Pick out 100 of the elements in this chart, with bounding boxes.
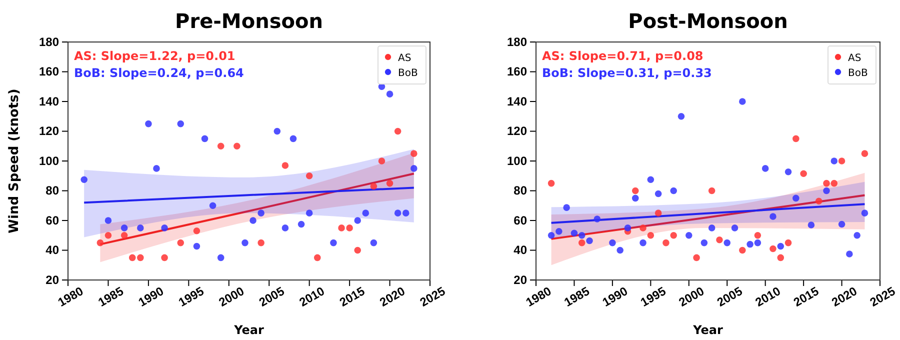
point	[777, 242, 784, 250]
point	[578, 239, 586, 246]
y-tick-label: 60	[46, 213, 60, 228]
y-axis-title: Wind Speed (knots)	[7, 88, 22, 234]
x-tick-label: 2020	[377, 284, 408, 310]
point	[80, 176, 88, 183]
x-tick-label: 2015	[337, 284, 368, 310]
point	[823, 187, 830, 194]
y-tick-label: 40	[514, 243, 528, 258]
point	[137, 254, 144, 262]
y-tick-label: 140	[506, 94, 528, 108]
x-tick-label: 2025	[868, 284, 898, 310]
point	[570, 230, 578, 237]
point	[861, 210, 868, 216]
point	[647, 232, 654, 239]
point	[686, 232, 692, 239]
x-tick-label: 1990	[600, 284, 630, 310]
point	[338, 224, 345, 232]
point	[700, 239, 708, 246]
point	[815, 198, 822, 205]
x-tick-label: 2000	[216, 284, 247, 310]
y-tick-label: 40	[46, 243, 60, 258]
point	[784, 239, 792, 246]
point	[137, 224, 144, 232]
x-tick-label: 1990	[136, 284, 166, 310]
x-tick-label: 1985	[96, 284, 126, 310]
point	[823, 180, 830, 187]
point	[861, 150, 868, 157]
point	[632, 187, 639, 194]
point	[120, 224, 128, 232]
x-tick-label: 2015	[791, 284, 822, 310]
point	[217, 142, 224, 150]
point	[346, 224, 353, 232]
point	[242, 239, 248, 246]
x-tick-label: 2010	[752, 284, 784, 310]
point	[209, 202, 216, 210]
point	[739, 98, 746, 105]
annotation: BoB: Slope=0.24, p=0.64	[74, 66, 244, 80]
point	[104, 232, 112, 239]
legend-label: BoB	[398, 68, 418, 79]
point	[777, 254, 784, 262]
point	[306, 172, 313, 180]
point	[647, 176, 654, 183]
point	[746, 240, 754, 248]
x-axis-title: Year	[692, 323, 723, 337]
point	[708, 224, 716, 232]
point	[120, 232, 128, 239]
point	[632, 194, 639, 202]
point	[217, 254, 224, 262]
point	[609, 239, 616, 246]
x-tick-label: 2005	[714, 284, 746, 310]
point	[177, 239, 184, 246]
legend-label: AS	[848, 53, 862, 64]
point	[386, 180, 394, 187]
point	[193, 242, 200, 250]
y-tick-label: 60	[514, 213, 528, 228]
annotation: BoB: Slope=0.31, p=0.33	[542, 66, 712, 80]
point	[177, 120, 184, 128]
point	[624, 224, 632, 232]
point	[716, 236, 723, 244]
point	[616, 246, 624, 254]
x-tick-label: 1995	[176, 284, 207, 310]
point	[394, 210, 402, 216]
point	[298, 220, 305, 228]
point	[578, 232, 586, 239]
point	[410, 150, 418, 157]
annotation: AS: Slope=0.71, p=0.08	[542, 49, 704, 63]
y-tick-label: 120	[38, 124, 60, 138]
point	[662, 239, 670, 246]
point	[754, 232, 762, 239]
point	[830, 158, 838, 164]
point	[563, 204, 570, 211]
y-tick-label: 100	[38, 154, 60, 168]
point	[362, 210, 370, 216]
y-tick-label: 80	[46, 184, 60, 198]
y-tick-label: 120	[506, 124, 528, 138]
y-tick-label: 100	[506, 154, 528, 168]
point	[274, 128, 281, 135]
point	[306, 210, 313, 216]
point	[854, 232, 860, 239]
point	[104, 217, 112, 224]
point	[792, 135, 800, 142]
point	[402, 210, 410, 216]
x-tick-label: 2000	[676, 284, 707, 310]
x-axis-title: Year	[233, 323, 264, 337]
point	[161, 224, 168, 232]
point	[548, 232, 555, 239]
point	[770, 245, 776, 252]
y-tick-label: 160	[38, 64, 60, 79]
y-tick-label: 180	[38, 34, 60, 49]
point	[678, 112, 685, 120]
point	[808, 222, 815, 228]
point	[792, 194, 800, 202]
legend-label: BoB	[848, 68, 868, 79]
point	[830, 180, 838, 187]
point	[654, 210, 662, 216]
point	[670, 232, 677, 239]
legend-label: AS	[398, 53, 412, 64]
y-tick-label: 140	[38, 94, 60, 108]
y-tick-label: 80	[514, 184, 528, 198]
